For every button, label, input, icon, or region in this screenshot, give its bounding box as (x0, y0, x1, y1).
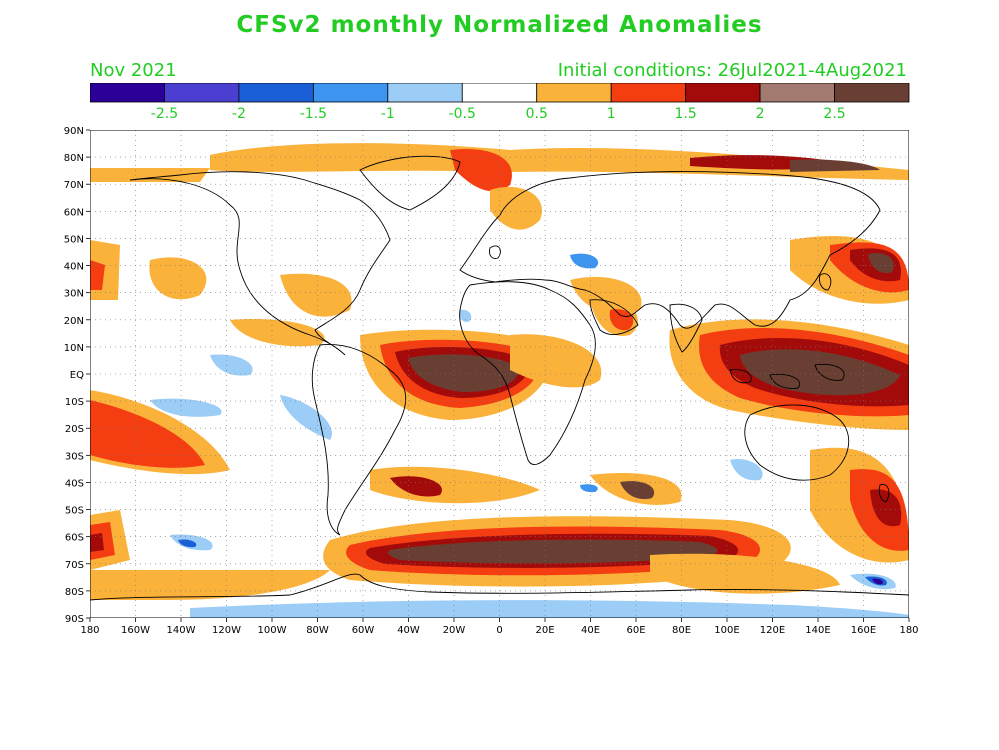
legend-label: 1.5 (675, 106, 697, 122)
lon-tick-label: 60W (352, 625, 375, 636)
lat-tick-label: 80S (65, 587, 84, 598)
lat-tick-label: 30S (65, 451, 84, 462)
legend-label: 1 (607, 106, 616, 122)
lon-tick-label: 60E (626, 625, 645, 636)
lon-tick-label: 40W (397, 625, 420, 636)
map-title: CFSv2 monthly Normalized Anomalies (236, 12, 763, 38)
legend-label: -1.5 (300, 106, 327, 122)
lat-tick-label: 10S (65, 397, 84, 408)
lon-tick-label: 80W (306, 625, 329, 636)
anomaly-fields (90, 143, 909, 618)
lon-tick-label: 140E (805, 625, 830, 636)
lon-tick-label: 120W (212, 625, 241, 636)
lon-tick-label: 20E (535, 625, 554, 636)
lat-tick-label: 60S (65, 533, 84, 544)
legend-label: -2 (232, 106, 246, 122)
lat-tick-label: 90S (65, 614, 84, 625)
lon-tick-label: 80E (672, 625, 691, 636)
lon-tick-label: 180 (80, 625, 99, 636)
lat-tick-label: 40S (65, 478, 84, 489)
lat-tick-label: 70N (64, 180, 84, 191)
lon-tick-label: 0 (496, 625, 502, 636)
legend-label: 0.5 (526, 106, 548, 122)
lon-tick-label: 100W (258, 625, 287, 636)
lat-tick-label: 80N (64, 153, 84, 164)
initial-conditions: Initial conditions: 26Jul2021-4Aug2021 (557, 60, 907, 81)
legend-label: 2 (756, 106, 765, 122)
color-legend: -2.5 -2 -1.5 -1 -0.5 0.5 1 1.5 2 2.5 (90, 83, 910, 122)
coastlines (90, 155, 909, 601)
lat-tick-label: 40N (64, 262, 84, 273)
lon-tick-label: 160W (121, 625, 150, 636)
legend-swatch (834, 83, 910, 103)
legend-label: -0.5 (449, 106, 476, 122)
lat-tick-label: 20S (65, 424, 84, 435)
forecast-month: Nov 2021 (90, 60, 177, 81)
lon-tick-label: 40E (581, 625, 600, 636)
lat-tick-label: 70S (65, 560, 84, 571)
lat-tick-label: 50N (64, 234, 84, 245)
lon-tick-label: 120E (760, 625, 785, 636)
lon-tick-label: 160E (851, 625, 876, 636)
lon-tick-label: 180 (899, 625, 918, 636)
lat-tick-label: 30N (64, 289, 84, 300)
lon-tick-label: 100E (714, 625, 739, 636)
lon-tick-label: 140W (167, 625, 196, 636)
lat-tick-label: EQ (70, 370, 84, 381)
lat-tick-label: 10N (64, 343, 84, 354)
lat-tick-label: 20N (64, 316, 84, 327)
legend-label: -1 (381, 106, 395, 122)
lat-tick-label: 60N (64, 207, 84, 218)
legend-label: 2.5 (823, 106, 845, 122)
anomaly-map (90, 130, 909, 618)
lat-tick-label: 50S (65, 506, 84, 517)
lat-tick-label: 90N (64, 126, 84, 137)
lon-tick-label: 20W (443, 625, 466, 636)
legend-label: -2.5 (151, 106, 178, 122)
